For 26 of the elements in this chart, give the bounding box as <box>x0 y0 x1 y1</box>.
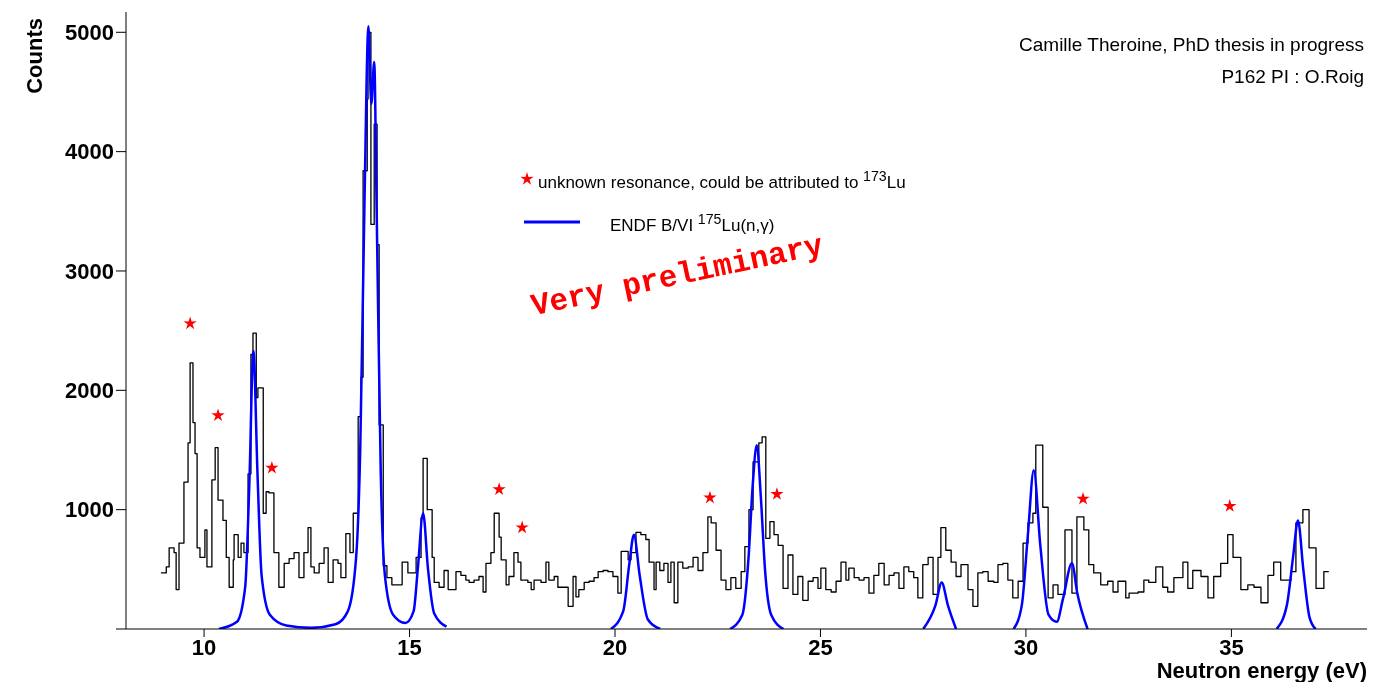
point <box>492 482 506 496</box>
point <box>770 487 784 500</box>
point <box>515 520 529 534</box>
y-axis-title: Counts <box>22 18 47 94</box>
y-tick-label: 2000 <box>65 378 114 404</box>
y-tick-label: 4000 <box>65 139 114 165</box>
y-tick-label: 1000 <box>65 497 114 523</box>
x-axis-title: Neutron energy (eV) <box>1156 658 1367 683</box>
point <box>211 408 225 422</box>
point <box>265 460 279 474</box>
x-tick-label: 30 <box>1013 634 1039 660</box>
y-tick-label: 3000 <box>65 258 114 284</box>
x-tick-label: 35 <box>1219 634 1244 660</box>
point <box>703 490 717 504</box>
y-tick-label: 5000 <box>65 20 114 46</box>
x-tick-label: 15 <box>397 634 422 660</box>
legend-label: unknown resonance, could be attributed to $^{173}$Lu <box>538 167 906 194</box>
x-tick-label: 10 <box>191 634 217 660</box>
annotation: P162 PI : O.Roig <box>1221 66 1364 88</box>
point <box>1076 491 1090 505</box>
point <box>183 316 197 330</box>
annotation: Camille Theroine, PhD thesis in progress <box>1019 34 1364 56</box>
legend-label: ENDF B/VI $^{175}$Lu(n,γ) <box>610 209 775 237</box>
x-tick-label: 25 <box>808 634 833 660</box>
point <box>1223 499 1237 512</box>
x-tick-label: 20 <box>602 634 628 660</box>
